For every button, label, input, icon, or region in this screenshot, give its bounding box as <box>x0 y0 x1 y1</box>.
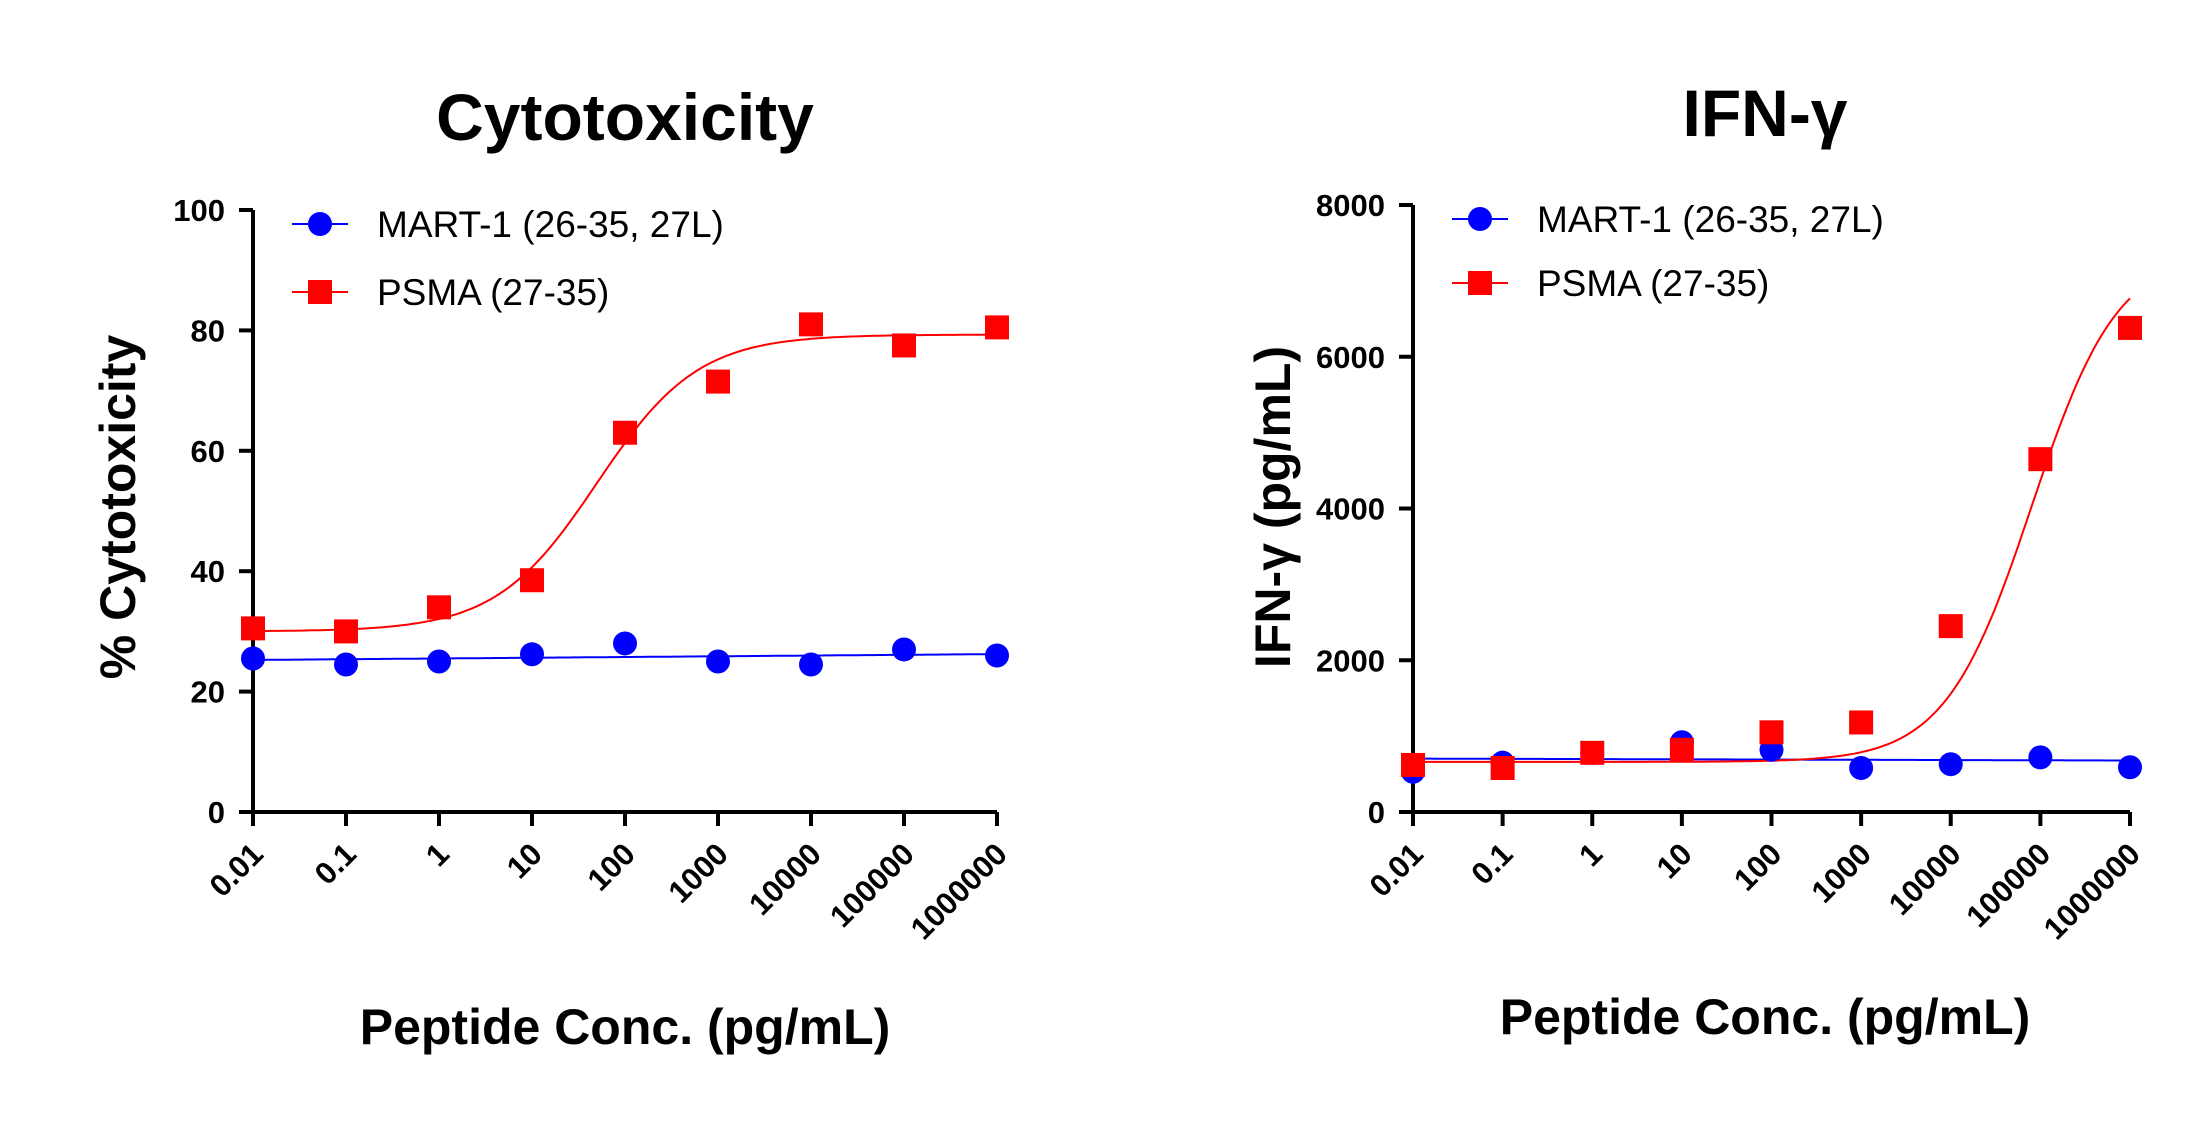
legend-marker <box>308 212 332 236</box>
fit-curves <box>1413 297 2131 763</box>
data-point-psma-27-35 <box>706 369 730 394</box>
x-tick-label: 1 <box>1572 836 1609 873</box>
data-point-mart-1-26-35-27l <box>892 637 916 662</box>
cytotoxicity-chart: Cytotoxicity Peptide Conc. (pg/mL) % Cyt… <box>90 80 1014 1055</box>
legend-label: PSMA (27-35) <box>377 272 609 313</box>
y-tick-label: 0 <box>208 795 225 830</box>
data-point-psma-27-35 <box>1849 710 1874 735</box>
data-point-psma-27-35 <box>799 312 823 337</box>
data-point-mart-1-26-35-27l <box>706 649 730 674</box>
legend-label: MART-1 (26-35, 27L) <box>377 204 724 245</box>
data-point-mart-1-26-35-27l <box>2028 745 2053 770</box>
legend-label: MART-1 (26-35, 27L) <box>1537 199 1884 240</box>
chart-title: Cytotoxicity <box>436 80 814 154</box>
cytotoxicity-chart-panel: Cytotoxicity Peptide Conc. (pg/mL) % Cyt… <box>90 80 1014 1055</box>
x-tick-label: 100 <box>581 836 642 897</box>
y-tick-label: 4000 <box>1316 492 1385 527</box>
legend: MART-1 (26-35, 27L) PSMA (27-35) <box>292 204 724 313</box>
chart-title: IFN-γ <box>1683 76 1848 150</box>
x-tick-label: 1000 <box>1805 836 1879 910</box>
x-axis-title: Peptide Conc. (pg/mL) <box>360 999 891 1055</box>
data-points <box>1401 315 2142 784</box>
legend-marker <box>1468 271 1492 295</box>
data-points <box>241 312 1009 677</box>
y-tick-label: 20 <box>191 675 225 710</box>
data-point-psma-27-35 <box>427 595 451 620</box>
data-point-mart-1-26-35-27l <box>520 642 544 667</box>
x-tick-label: 10 <box>500 836 549 885</box>
x-tick-label: 10 <box>1650 836 1699 885</box>
data-point-mart-1-26-35-27l <box>799 652 823 677</box>
x-tick-label: 0.01 <box>203 836 270 903</box>
data-point-mart-1-26-35-27l <box>613 631 637 656</box>
data-point-psma-27-35 <box>892 333 916 358</box>
y-axis-title: % Cytotoxicity <box>90 335 146 680</box>
fit-curve-psma-27-35 <box>1413 297 2131 763</box>
data-point-psma-27-35 <box>334 619 358 644</box>
data-point-psma-27-35 <box>241 616 265 641</box>
x-tick-label: 0.1 <box>308 836 363 891</box>
y-tick-label: 80 <box>191 313 225 348</box>
fit-curve-mart-1-26-35-27l <box>253 653 997 661</box>
data-point-psma-27-35 <box>2028 447 2053 472</box>
data-point-mart-1-26-35-27l <box>1849 755 1874 780</box>
y-axis-title: IFN-γ (pg/mL) <box>1245 346 1301 668</box>
ifn-gamma-chart-panel: IFN-γ Peptide Conc. (pg/mL) IFN-γ (pg/mL… <box>1095 0 2190 1127</box>
y-tick-label: 60 <box>191 434 225 469</box>
data-point-psma-27-35 <box>1401 752 1425 777</box>
x-tick-label: 0.1 <box>1464 836 1519 891</box>
legend-label: PSMA (27-35) <box>1537 263 1769 304</box>
y-tick-label: 0 <box>1368 795 1385 830</box>
legend-marker <box>1468 207 1492 231</box>
x-tick-label: 1 <box>419 836 456 873</box>
data-point-psma-27-35 <box>2118 315 2142 340</box>
data-point-mart-1-26-35-27l <box>334 652 358 677</box>
data-point-psma-27-35 <box>1759 720 1784 745</box>
legend-marker <box>308 280 332 304</box>
x-tick-label: 1000 <box>661 836 735 910</box>
data-point-mart-1-26-35-27l <box>985 643 1009 668</box>
fit-curve-psma-27-35 <box>252 333 997 633</box>
x-tick-label: 0.01 <box>1363 836 1430 903</box>
legend: MART-1 (26-35, 27L) PSMA (27-35) <box>1452 199 1884 304</box>
data-point-psma-27-35 <box>1669 737 1694 762</box>
data-point-psma-27-35 <box>985 315 1009 340</box>
data-point-mart-1-26-35-27l <box>2118 755 2142 780</box>
data-point-mart-1-26-35-27l <box>1938 752 1963 777</box>
y-tick-label: 100 <box>173 193 225 228</box>
y-tick-label: 40 <box>191 554 225 589</box>
data-point-psma-27-35 <box>613 420 637 445</box>
x-tick-label: 10000 <box>742 836 828 922</box>
fit-curves <box>252 333 997 661</box>
y-tick-label: 2000 <box>1316 643 1385 678</box>
data-point-psma-27-35 <box>1580 740 1605 765</box>
x-tick-label: 1000000 <box>904 836 1014 946</box>
data-point-psma-27-35 <box>520 568 544 593</box>
y-tick-label: 8000 <box>1316 188 1385 223</box>
data-point-mart-1-26-35-27l <box>241 646 265 671</box>
x-tick-label: 10000 <box>1882 836 1968 922</box>
data-point-psma-27-35 <box>1490 755 1515 780</box>
ifn-gamma-chart: IFN-γ Peptide Conc. (pg/mL) IFN-γ (pg/mL… <box>1245 76 2147 1045</box>
x-tick-label: 1000000 <box>2037 836 2147 946</box>
x-axis-title: Peptide Conc. (pg/mL) <box>1500 989 2031 1045</box>
data-point-mart-1-26-35-27l <box>427 649 451 674</box>
data-point-psma-27-35 <box>1938 614 1963 639</box>
y-tick-label: 6000 <box>1316 340 1385 375</box>
x-tick-label: 100 <box>1727 836 1788 897</box>
